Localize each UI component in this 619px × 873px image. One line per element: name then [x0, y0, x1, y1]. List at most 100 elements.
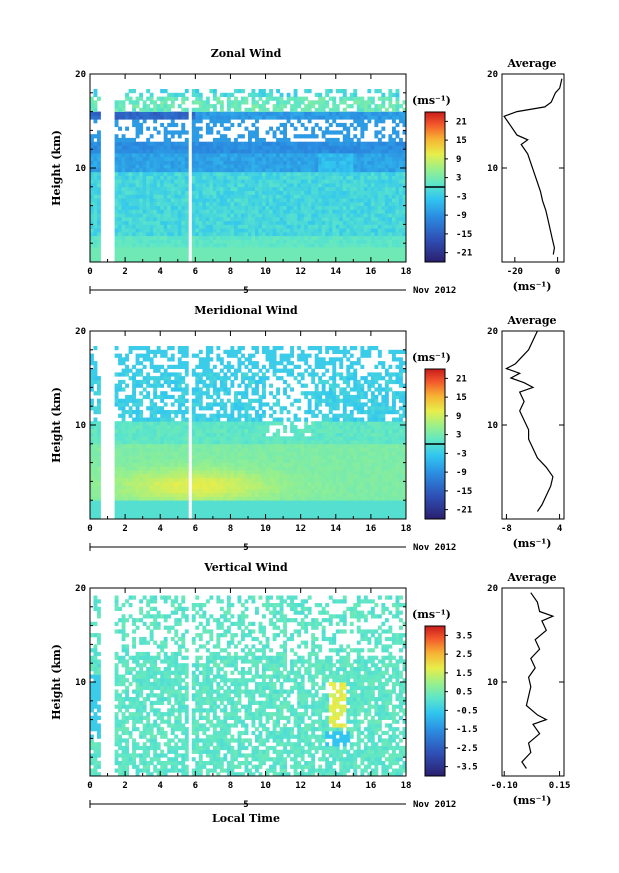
- heatmap-cell: [399, 145, 403, 150]
- heatmap-cell: [216, 447, 221, 452]
- heatmap-cell: [304, 104, 309, 109]
- heatmap-cell: [139, 201, 144, 206]
- heatmap-cell: [149, 107, 154, 112]
- heatmap-cell: [370, 243, 375, 248]
- heatmap-cell: [118, 126, 122, 131]
- heatmap-cell: [181, 470, 186, 475]
- heatmap-cell: [205, 145, 210, 150]
- heatmap-cell: [304, 89, 309, 94]
- heatmap-cell: [209, 421, 214, 426]
- heatmap-cell: [198, 458, 203, 463]
- heatmap-cell: [142, 153, 147, 158]
- heatmap-cell: [300, 247, 305, 252]
- heatmap-cell: [170, 250, 175, 255]
- heatmap-cell: [219, 190, 224, 195]
- heatmap-cell: [181, 205, 186, 210]
- heatmap-cell: [219, 141, 224, 146]
- heatmap-cell: [318, 201, 323, 206]
- heatmap-cell: [335, 190, 340, 195]
- heatmap-cell: [360, 186, 365, 191]
- heatmap-cell: [97, 432, 101, 437]
- heatmap-cell: [307, 160, 312, 165]
- heatmap-cell: [139, 205, 144, 210]
- heatmap-cell: [125, 198, 129, 203]
- heatmap-cell: [97, 190, 101, 195]
- heatmap-cell: [304, 96, 309, 101]
- heatmap-cell: [237, 357, 242, 362]
- heatmap-cell: [93, 216, 98, 222]
- heatmap-cell: [125, 137, 129, 143]
- heatmap-cell: [202, 149, 207, 154]
- heatmap-cell: [248, 254, 252, 259]
- heatmap-cell: [251, 250, 256, 255]
- heatmap-cell: [377, 137, 382, 143]
- heatmap-cell: [237, 201, 242, 206]
- heatmap-cell: [174, 258, 179, 263]
- heatmap-cell: [311, 111, 316, 116]
- heatmap-cell: [90, 216, 94, 222]
- heatmap-cell: [149, 458, 154, 463]
- heatmap-cell: [353, 190, 358, 195]
- heatmap-cell: [226, 164, 231, 169]
- heatmap-cell: [125, 179, 129, 184]
- heatmap-cell: [381, 100, 386, 105]
- heatmap-cell: [160, 205, 165, 210]
- heatmap-cell: [149, 504, 154, 509]
- heatmap-cell: [314, 175, 319, 180]
- heatmap-cell: [223, 402, 228, 407]
- heatmap-cell: [216, 224, 221, 229]
- heatmap-cell: [262, 250, 266, 255]
- heatmap-cell: [198, 417, 203, 422]
- heatmap-cell: [114, 383, 119, 388]
- heatmap-cell: [304, 134, 309, 139]
- heatmap-cell: [170, 239, 175, 244]
- heatmap-cell: [258, 115, 263, 120]
- heatmap-cell: [184, 462, 189, 467]
- heatmap-cell: [304, 231, 309, 237]
- heatmap-cell: [265, 205, 270, 210]
- heatmap-cell: [251, 160, 256, 165]
- heatmap-cell: [139, 220, 144, 225]
- heatmap-cell: [142, 175, 147, 180]
- heatmap-cell: [174, 250, 179, 255]
- heatmap-cell: [349, 201, 354, 206]
- heatmap-cell: [177, 224, 182, 229]
- heatmap-cell: [370, 96, 375, 101]
- heatmap-cell: [139, 254, 144, 259]
- heatmap-cell: [265, 190, 270, 195]
- heatmap-cell: [226, 515, 231, 520]
- heatmap-cell: [139, 198, 144, 203]
- heatmap-cell: [328, 239, 333, 244]
- heatmap-cell: [174, 425, 179, 430]
- heatmap-cell: [237, 205, 242, 210]
- heatmap-cell: [356, 183, 361, 188]
- heatmap-cell: [255, 134, 259, 139]
- heatmap-cell: [118, 224, 122, 229]
- heatmap-cell: [212, 89, 217, 94]
- heatmap-cell: [114, 160, 119, 165]
- heatmap-cell: [153, 239, 158, 244]
- heatmap-cell: [255, 205, 259, 210]
- heatmap-cell: [328, 115, 333, 120]
- heatmap-cell: [388, 96, 393, 101]
- heatmap-cell: [248, 201, 252, 206]
- heatmap-cell: [244, 224, 249, 229]
- heatmap-cell: [356, 145, 361, 150]
- heatmap-cell: [279, 205, 284, 210]
- heatmap-cell: [139, 346, 144, 351]
- heatmap-cell: [156, 410, 161, 415]
- heatmap-cell: [146, 492, 151, 497]
- heatmap-cell: [160, 428, 165, 433]
- heatmap-cell: [181, 96, 186, 101]
- heatmap-cell: [135, 477, 140, 482]
- heatmap-cell: [181, 481, 186, 486]
- heatmap-cell: [311, 149, 316, 154]
- heatmap-cell: [146, 149, 151, 154]
- heatmap-cell: [195, 447, 200, 452]
- heatmap-cell: [346, 198, 351, 203]
- heatmap-cell: [156, 175, 161, 180]
- heatmap-cell: [269, 205, 273, 210]
- heatmap-cell: [230, 160, 235, 165]
- heatmap-cell: [395, 156, 400, 161]
- heatmap-cell: [184, 511, 189, 516]
